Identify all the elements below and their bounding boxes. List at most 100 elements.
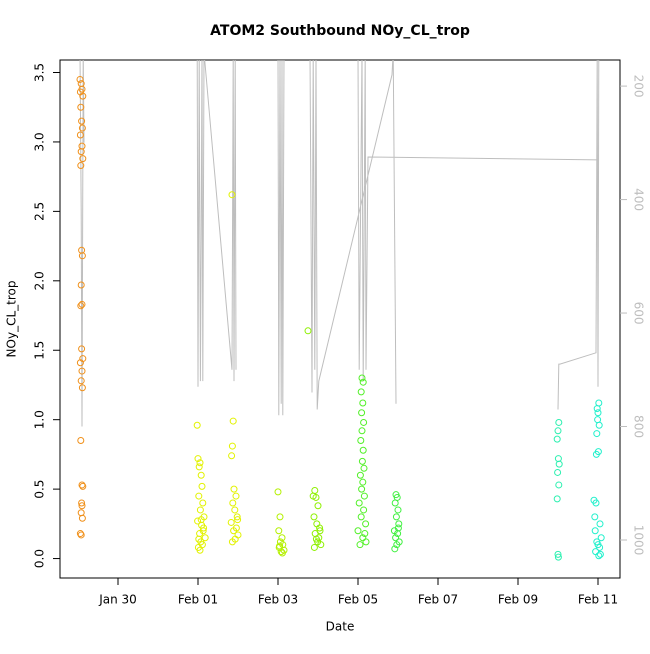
- data-point: [234, 516, 242, 524]
- data-point: [195, 463, 203, 471]
- data-point: [229, 499, 237, 507]
- y2-tick-label: 400: [632, 188, 646, 211]
- data-point: [78, 514, 86, 522]
- data-point: [394, 524, 402, 532]
- data-point: [197, 516, 205, 524]
- data-point: [77, 377, 85, 385]
- data-point: [554, 550, 562, 558]
- data-point: [316, 524, 324, 532]
- data-point: [228, 191, 236, 199]
- data-point: [230, 485, 238, 493]
- data-point: [78, 300, 86, 308]
- data-point: [77, 281, 85, 289]
- data-point: [194, 455, 202, 463]
- data-point: [312, 493, 320, 501]
- data-point: [275, 527, 283, 535]
- y2-tick-label: 600: [632, 302, 646, 325]
- data-point: [596, 550, 604, 558]
- data-point: [195, 535, 203, 543]
- y-tick-label: 3.5: [33, 63, 47, 82]
- data-point: [199, 499, 207, 507]
- data-point: [77, 437, 85, 445]
- data-point: [76, 359, 84, 367]
- plot-frame: [59, 59, 621, 579]
- x-tick-label: Feb 05: [338, 593, 378, 607]
- y2-tick-label: 800: [632, 415, 646, 438]
- data-point: [554, 468, 562, 476]
- data-point: [229, 417, 237, 425]
- data-point: [196, 506, 204, 514]
- data-point: [233, 513, 241, 521]
- data-point: [358, 374, 366, 382]
- data-point: [358, 457, 366, 465]
- data-point: [359, 478, 367, 486]
- data-point: [392, 513, 400, 521]
- data-point: [593, 430, 601, 438]
- x-axis-label: Date: [326, 620, 355, 634]
- data-point: [193, 421, 201, 429]
- data-point: [355, 499, 363, 507]
- data-point: [394, 506, 402, 514]
- x-tick-label: Feb 09: [498, 593, 538, 607]
- data-point: [359, 378, 367, 386]
- x-tick-label: Jan 30: [98, 593, 137, 607]
- data-point: [595, 552, 603, 560]
- data-point: [200, 524, 208, 532]
- data-point: [359, 446, 367, 454]
- data-point: [594, 409, 602, 417]
- data-point: [195, 492, 203, 500]
- data-point: [79, 92, 87, 100]
- data-point: [77, 103, 85, 111]
- data-point: [591, 527, 599, 535]
- data-point: [231, 506, 239, 514]
- data-point: [196, 459, 204, 467]
- data-point: [77, 302, 85, 310]
- data-point: [196, 546, 204, 554]
- data-point: [230, 527, 238, 535]
- data-point: [362, 520, 370, 528]
- data-point: [76, 75, 84, 83]
- data-point: [274, 488, 282, 496]
- data-point: [78, 252, 86, 260]
- data-point: [77, 162, 85, 170]
- y-axis-label: NOy_CL_trop: [5, 281, 19, 358]
- y-tick-label: 3.0: [33, 132, 47, 151]
- data-point: [358, 409, 366, 417]
- data-point: [358, 485, 366, 493]
- data-point: [554, 553, 562, 561]
- data-point: [198, 482, 206, 490]
- data-point: [395, 520, 403, 528]
- data-point: [232, 492, 240, 500]
- data-point: [310, 543, 318, 551]
- data-point: [592, 450, 600, 458]
- data-point: [194, 517, 202, 525]
- data-point: [78, 124, 86, 132]
- y-tick-label: 0.0: [33, 549, 47, 568]
- x-tick-label: Feb 03: [258, 593, 298, 607]
- data-point: [354, 527, 362, 535]
- data-point: [314, 502, 322, 510]
- y-tick-label: 1.5: [33, 341, 47, 360]
- data-point: [276, 542, 284, 550]
- data-point: [393, 541, 401, 549]
- data-point: [357, 388, 365, 396]
- y2-tick-label: 200: [632, 75, 646, 98]
- data-point: [228, 452, 236, 460]
- data-point: [304, 327, 312, 335]
- x-tick-label: Feb 11: [578, 593, 618, 607]
- data-point: [555, 481, 563, 489]
- data-point: [356, 541, 364, 549]
- data-point: [79, 155, 87, 163]
- data-point: [391, 545, 399, 553]
- x-tick-label: Feb 01: [178, 593, 218, 607]
- data-point: [278, 534, 286, 542]
- data-point: [78, 384, 86, 392]
- data-point: [312, 535, 320, 543]
- data-point: [310, 513, 318, 521]
- data-point: [555, 460, 563, 468]
- y-tick-label: 0.5: [33, 480, 47, 499]
- data-point: [317, 541, 325, 549]
- data-point: [391, 499, 399, 507]
- data-point: [78, 499, 86, 507]
